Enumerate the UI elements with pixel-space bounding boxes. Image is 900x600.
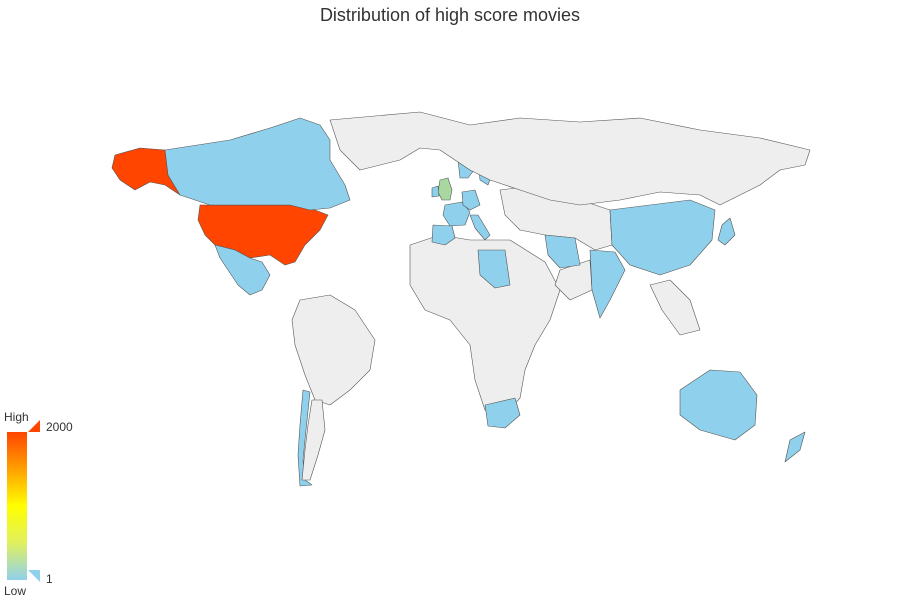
visual-map-legend[interactable]: High 2000 1 Low bbox=[0, 410, 90, 600]
region-india[interactable]: India bbox=[589, 249, 626, 319]
region-canada[interactable]: Canada bbox=[164, 117, 351, 211]
region-background-3 bbox=[554, 259, 593, 301]
region-brazil[interactable]: Brazil bbox=[291, 294, 376, 406]
visual-map-max-handle-icon[interactable] bbox=[28, 420, 40, 432]
region-new-zealand[interactable]: New Zealand bbox=[784, 431, 806, 463]
region-background-2 bbox=[649, 279, 701, 336]
region-china[interactable]: China bbox=[609, 199, 716, 276]
region-south-africa[interactable]: South Africa bbox=[484, 397, 521, 429]
region-france[interactable]: France bbox=[442, 201, 471, 227]
region-libya[interactable]: Libya bbox=[477, 249, 511, 289]
region-mexico[interactable]: Mexico bbox=[214, 244, 271, 296]
visual-map-gradient-bar[interactable] bbox=[7, 432, 27, 580]
visual-map-min-handle-icon[interactable] bbox=[28, 570, 40, 582]
region-background-0 bbox=[409, 234, 561, 421]
region-chile[interactable]: Chile bbox=[297, 389, 313, 487]
visual-map-low-text: Low bbox=[4, 584, 27, 598]
region-ireland[interactable]: Ireland bbox=[431, 185, 440, 198]
visual-map-min-label: 1 bbox=[46, 572, 53, 586]
region-australia[interactable]: Australia bbox=[679, 369, 758, 441]
region-spain[interactable]: Spain bbox=[431, 224, 456, 246]
region-argentina[interactable]: Argentina bbox=[301, 399, 326, 481]
visual-map-max-label: 2000 bbox=[46, 420, 73, 434]
region-iran[interactable]: Iran bbox=[544, 234, 581, 269]
region-united-kingdom[interactable]: United Kingdom bbox=[437, 177, 453, 201]
chart-title: Distribution of high score movies bbox=[319, 5, 581, 25]
visual-map-high-text: High bbox=[4, 410, 29, 424]
region-russia[interactable]: Russia bbox=[329, 111, 811, 206]
region-germany[interactable]: Germany bbox=[461, 189, 481, 211]
region-japan[interactable]: Japan bbox=[717, 217, 736, 246]
region-italy[interactable]: Italy bbox=[469, 214, 491, 241]
